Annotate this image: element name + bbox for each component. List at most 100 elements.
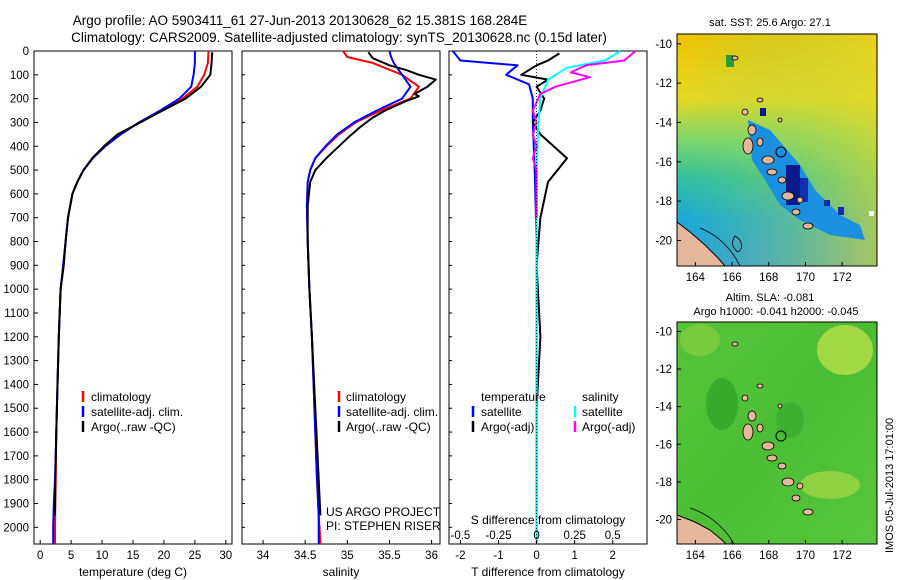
lat-tick-label: -16 — [655, 157, 672, 169]
depth-tick-label: 700 — [10, 213, 29, 225]
argo-position-marker — [775, 430, 787, 442]
temperature-x-axis: 0 5 10 15 20 25 30 — [37, 540, 232, 562]
x-tick-label: 30 — [219, 550, 232, 562]
x-tick-label: 15 — [127, 550, 140, 562]
sla-high-patch — [800, 471, 860, 499]
sla-map-frame — [676, 321, 878, 545]
bathymetry-contour — [689, 507, 735, 544]
temperature-curves — [52, 50, 214, 544]
lon-tick-label: 164 — [686, 272, 706, 284]
legend-label-argo: Argo(..raw -QC) — [91, 420, 176, 434]
lat-tick-label: -12 — [655, 364, 672, 376]
islands — [731, 341, 814, 516]
x-tick-label: 2 — [610, 550, 616, 562]
island — [766, 168, 778, 176]
x-tick-label: 0 — [533, 550, 539, 562]
salinity-curves — [305, 50, 437, 545]
lat-tick-label: -20 — [655, 515, 672, 527]
island — [791, 208, 801, 216]
sla-low-patch — [776, 402, 804, 438]
legend-label-satellite: satellite-adj. clim. — [91, 405, 183, 419]
lat-tick-label: -16 — [655, 439, 672, 451]
depth-axis: 0 100 200 300 400 500 600 700 800 900 1000 1100 1200… — [3, 46, 452, 534]
x-tick-label: 0 — [37, 550, 43, 562]
lat-tick-label: -14 — [655, 117, 672, 129]
x-tick-label: -2 — [455, 550, 465, 562]
x-tick-label: 34.5 — [294, 550, 316, 562]
depth-tick-label: 1500 — [3, 403, 29, 415]
salinity-x-axis: 34 34.5 35 35.5 36 — [257, 540, 438, 562]
temperature-legend: climatology satellite-adj. clim. Argo(..… — [81, 390, 183, 434]
figure-title-line2: Climatology: CARS2009. Satellite-adjuste… — [71, 30, 607, 45]
sla-map — [677, 322, 877, 544]
depth-tick-label: 400 — [10, 141, 29, 153]
depth-tick-label: 1000 — [3, 284, 29, 296]
island — [796, 482, 804, 490]
lon-tick-label: 166 — [722, 550, 741, 562]
depth-tick-label: 1700 — [3, 451, 29, 463]
island — [742, 137, 754, 155]
x-tick-label: 1 — [571, 550, 577, 562]
difference-x-axis: -2 -1 0 1 2 -0.5 -0.25 0 0.25 0.5 — [451, 51, 621, 562]
bathymetry-contour — [699, 227, 741, 266]
legend-label-t-argo: Argo(-adj) — [481, 420, 534, 434]
island — [802, 222, 814, 230]
salinity-panel-frame — [241, 50, 441, 545]
legend-title-salinity: salinity — [582, 390, 619, 404]
legend-label-t-satellite: satellite — [481, 405, 522, 419]
sla-map-title-line2: Argo h1000: -0.041 h2000: -0.045 — [693, 306, 858, 318]
island — [741, 108, 749, 116]
series-line-temperature-argo-adj — [520, 52, 568, 516]
lon-tick-label: 168 — [759, 550, 778, 562]
depth-tick-label: 1400 — [3, 379, 29, 391]
sst-cold-patch — [760, 108, 766, 116]
lon-tick-label: 168 — [759, 272, 778, 284]
s-diff-tick-label: 0 — [533, 530, 539, 542]
sla-high-patch — [817, 325, 873, 375]
legend-label-climatology: climatology — [91, 390, 151, 404]
island — [791, 494, 801, 502]
lat-tick-label: -10 — [655, 326, 672, 338]
sst-map-title: sat. SST: 25.6 Argo: 27.1 — [709, 17, 831, 29]
s-difference-axis-label: S difference from climatology — [471, 513, 626, 527]
s-diff-tick-label: -0.5 — [451, 530, 471, 542]
series-line-salinity-argo-adj — [531, 50, 637, 218]
sst-cold-patch — [838, 207, 844, 215]
x-tick-label: 20 — [158, 550, 171, 562]
island — [731, 341, 739, 347]
sla-map-axes: 164 166 168 170 172 -10 -12 -14 -16 -18 -20 — [655, 326, 851, 562]
legend-label-s-satellite: satellite — [582, 405, 623, 419]
islands — [731, 55, 814, 230]
depth-tick-label: 900 — [10, 260, 29, 272]
series-line-salinity-satellite — [535, 50, 621, 544]
depth-tick-label: 0 — [23, 46, 29, 58]
lat-tick-label: -20 — [655, 235, 672, 247]
legend-label-s-argo: Argo(-adj) — [582, 420, 635, 434]
x-tick-label: 25 — [188, 550, 201, 562]
island — [781, 477, 795, 487]
island — [761, 155, 775, 165]
depth-tick-label: 1600 — [3, 427, 29, 439]
depth-tick-label: 600 — [10, 189, 29, 201]
coastline — [677, 514, 727, 544]
sst-cold-patch — [824, 200, 830, 206]
depth-tick-label: 200 — [10, 94, 29, 106]
x-tick-label: 10 — [96, 550, 109, 562]
island — [777, 403, 783, 409]
temperature-panel-frame — [33, 50, 233, 545]
lat-tick-label: -12 — [655, 78, 672, 90]
island — [766, 454, 778, 462]
series-line-argo-raw-qc — [306, 51, 437, 516]
sla-low-patch — [706, 378, 738, 430]
island — [742, 423, 754, 441]
difference-legend: temperature salinity satellite Argo(-adj… — [471, 390, 635, 434]
lat-tick-label: -10 — [655, 39, 672, 51]
legend-label-climatology: climatology — [346, 390, 406, 404]
sla-high-patch — [680, 324, 720, 356]
island — [781, 191, 795, 201]
island — [796, 196, 804, 204]
island — [756, 423, 764, 433]
x-tick-label: -1 — [493, 550, 503, 562]
depth-tick-label: 100 — [10, 70, 29, 82]
